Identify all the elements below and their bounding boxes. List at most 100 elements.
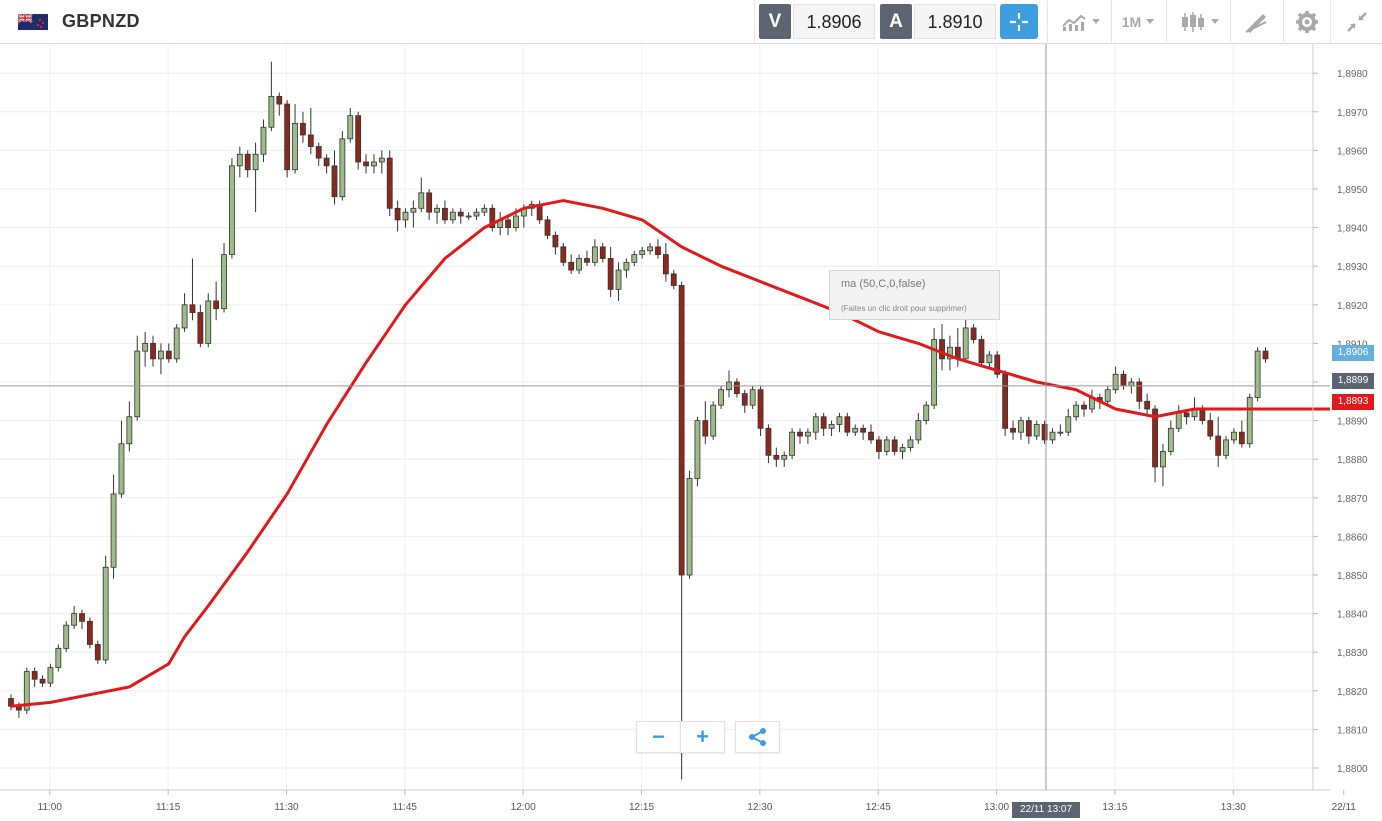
candle-body [812,416,819,433]
candle-type-button[interactable] [1174,4,1224,39]
candle-body [315,146,322,159]
candle-body [686,478,693,576]
timeframe-label: 1M [1121,13,1142,30]
candle-body [1223,439,1229,456]
buy-price-button[interactable]: A 1.8910 [880,4,996,39]
y-tick-label: 1,8970 [1337,108,1368,119]
candle-body [1018,420,1024,433]
candle-body [1152,408,1158,468]
candle-body [1199,408,1206,421]
chart-grid [0,44,1345,790]
candle-body [1049,431,1056,441]
timeframe-button[interactable]: 1M [1116,4,1160,39]
candle-body [607,258,614,290]
candle-body [749,389,756,406]
divider [1047,0,1048,44]
tooltip-title: ma (50,C,0,false) [841,278,926,290]
candle-body [655,246,661,256]
line-chart-icon [1061,14,1086,31]
candle-body [647,246,653,252]
x-tick-label: 11:30 [274,802,299,813]
candle-body [1254,350,1261,398]
candle-body [584,258,590,263]
candle-body [1057,431,1064,434]
candle-body [1215,435,1222,456]
time-axis: 11:00 11:15 11:30 11:45 12:00 12:15 12:30 12:45… [0,789,1356,813]
share-button[interactable] [735,721,780,753]
candle-body [923,404,930,422]
candle-body [899,447,906,452]
y-tick-label: 1,8890 [1337,417,1368,428]
chart-type-button[interactable] [1056,4,1104,39]
candle-body [347,115,354,140]
buy-label: A [880,4,912,39]
sell-label: V [759,4,791,39]
sell-price-button[interactable]: V 1.8906 [759,4,875,39]
candles [8,61,1269,780]
candle-body [276,95,283,105]
candle-body [662,254,669,275]
candle-body [678,285,685,576]
candle-body [883,439,890,452]
y-tick-label: 1,8910 [1337,339,1368,350]
candle-body [860,427,867,433]
y-tick-label: 1,8870 [1337,494,1368,505]
candle-body [907,439,914,449]
y-tick-label: 1,8950 [1337,185,1368,196]
y-tick-label: 1,8880 [1337,455,1368,466]
candle-body [615,269,622,290]
candle-body [268,95,275,128]
candle-body [1025,420,1032,437]
candle-body [197,312,204,344]
draw-tools-button[interactable] [1238,4,1274,39]
price-chart[interactable]: 1,8800 1,8810 1,8820 1,8830 1,8840 1,8850 1,88… [0,44,1382,821]
price-axis: 1,8800 1,8810 1,8820 1,8830 1,8840 1,8850 1,88… [1312,44,1382,821]
zoom-in-label: + [696,724,709,749]
candle-body [741,393,748,406]
candle-body [1207,420,1214,437]
candle-body [931,339,938,406]
candle-body [986,354,993,364]
divider [1111,0,1112,44]
candle-body [836,416,843,425]
x-tick-label: 12:15 [629,802,654,813]
candle-body [576,258,582,271]
candle-body [820,416,827,429]
candle-body [694,420,701,479]
candle-body [102,566,109,661]
divider [1230,0,1231,44]
candle-body [418,192,425,209]
crosshair-button[interactable] [1000,4,1038,39]
x-tick-label: 12:00 [511,802,536,813]
candle-body [355,115,362,163]
candle-body [181,304,188,329]
candle-body [118,443,125,495]
candle-body [544,219,551,236]
candle-body [1002,373,1009,429]
candle-body [457,211,464,217]
candle-body [386,157,393,209]
candle-body [970,327,977,340]
candle-body [252,153,259,171]
candle-body [71,613,78,626]
candle-body [229,165,235,256]
zoom-in-button[interactable]: + [680,721,725,753]
x-tick-label: 11:15 [156,802,181,813]
candle-body [158,350,164,360]
divider [754,0,755,44]
x-tick-label: 11:45 [393,802,418,813]
indicator-tooltip: ma (50,C,0,false) (Faites un clic droit … [829,270,1000,320]
candle-body [1033,424,1040,437]
symbol-title: GBPNZD [62,11,140,31]
settings-button[interactable] [1290,4,1324,39]
zoom-out-button[interactable]: − [636,721,681,753]
x-tick-label: 12:30 [747,802,772,813]
candle-body [1010,427,1016,433]
candle-body [31,671,38,680]
crosshair-icon [1010,12,1028,31]
candle-body [47,667,54,684]
candle-body [568,261,575,271]
collapse-button[interactable] [1338,4,1376,39]
candle-body [189,304,196,313]
candle-body [1144,400,1151,410]
